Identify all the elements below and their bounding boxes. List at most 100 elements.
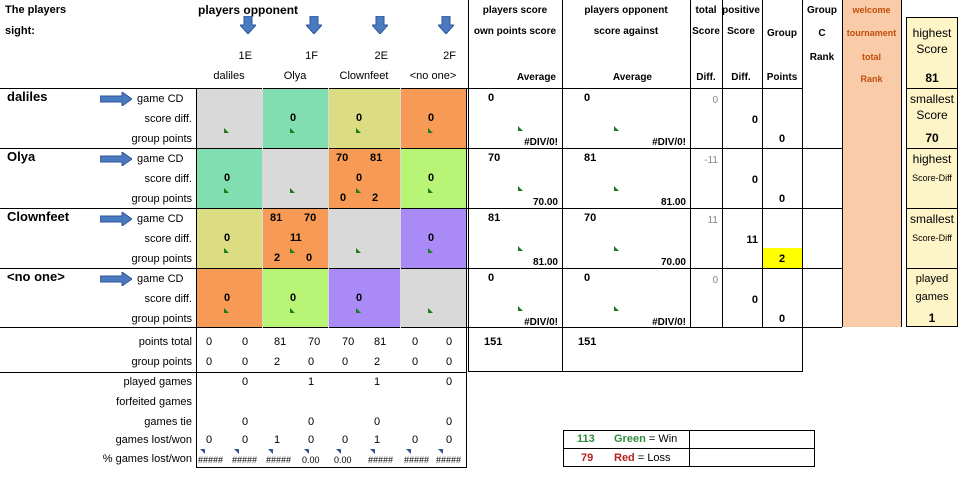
header-rank-2: Rank xyxy=(860,74,883,84)
total_diff: 11 xyxy=(707,215,718,226)
summary-games_tie: 0 xyxy=(308,416,315,428)
opp_score: 0 xyxy=(584,92,591,104)
own_avg: 81.00 xyxy=(532,257,558,268)
group_points: 0 xyxy=(778,193,786,205)
summary-points_total: 70 xyxy=(308,336,321,348)
pos_diff: 11 xyxy=(746,234,758,246)
summary-label: games lost/won xyxy=(115,434,192,446)
comment-marker-icon xyxy=(370,449,375,454)
match-cell[interactable] xyxy=(262,148,328,208)
match-cell[interactable] xyxy=(328,88,400,148)
total-opp-score: 151 xyxy=(578,336,597,348)
header-score-against: score against xyxy=(593,26,659,37)
summary-points_total: 0 xyxy=(206,336,213,348)
summary-games_lost_won: 0 xyxy=(412,434,419,446)
match-cell[interactable] xyxy=(328,268,400,328)
summary-label: games tie xyxy=(144,416,192,428)
own_score: 70 xyxy=(488,152,501,164)
row-label-score: score diff. xyxy=(144,173,193,185)
comment-marker-icon xyxy=(356,308,361,313)
match-s: 0 xyxy=(224,232,231,244)
match-cell[interactable] xyxy=(262,268,328,328)
header-tournament: tournament xyxy=(846,28,897,38)
match-cell[interactable] xyxy=(196,208,262,268)
header-players-opponent: players opponent xyxy=(198,3,299,17)
match-cell[interactable] xyxy=(262,208,328,268)
summary-label: group points xyxy=(131,356,192,368)
player-name: Clownfeet xyxy=(7,209,70,224)
stat-2-title1: smallest xyxy=(909,92,954,106)
arrow-down-icon xyxy=(240,16,256,34)
comment-marker-icon xyxy=(356,248,361,253)
header-diff-1: Diff. xyxy=(696,72,716,83)
own_avg: 70.00 xyxy=(532,197,558,208)
opp_score: 81 xyxy=(584,152,597,164)
group_points: 2 xyxy=(778,253,786,265)
summary-group_points: 0 xyxy=(412,356,419,368)
own_score: 0 xyxy=(488,92,495,104)
comment-marker-icon xyxy=(200,449,205,454)
summary-points_total: 0 xyxy=(412,336,419,348)
pos_diff: 0 xyxy=(751,174,758,186)
summary-games_lost_won: 0 xyxy=(308,434,315,446)
header-total-2: total xyxy=(862,52,881,62)
col-code-1: 1E xyxy=(238,50,252,62)
match-cell[interactable] xyxy=(328,148,400,208)
comment-marker-icon xyxy=(336,449,341,454)
comment-marker-icon xyxy=(614,186,619,191)
col-name-2: Olya xyxy=(283,70,307,82)
summary-pct: ##### xyxy=(266,455,292,465)
match-s: 0 xyxy=(356,292,363,304)
pos_diff: 0 xyxy=(751,114,758,126)
comment-marker-icon xyxy=(428,128,433,133)
match-s: 0 xyxy=(356,112,363,124)
summary-label: forfeited games xyxy=(116,396,192,408)
row-label-group: group points xyxy=(131,253,192,265)
summary-pct: ##### xyxy=(436,455,462,465)
stat-2-value: 70 xyxy=(925,131,939,145)
header-total: total xyxy=(695,5,717,16)
comment-marker-icon xyxy=(518,186,523,191)
comment-marker-icon xyxy=(290,308,295,313)
opp_avg: 70.00 xyxy=(660,257,686,268)
summary-group_points: 0 xyxy=(242,356,249,368)
match-cell[interactable] xyxy=(196,88,262,148)
match-g1: 70 xyxy=(336,152,349,164)
stat-3-title1: highest xyxy=(912,152,952,166)
comment-marker-icon xyxy=(234,449,239,454)
match-cell[interactable] xyxy=(400,88,466,148)
summary-games_lost_won: 1 xyxy=(274,434,281,446)
stat-1-title2: Score xyxy=(916,42,948,56)
stat-5-title2: games xyxy=(915,291,949,303)
comment-marker-icon xyxy=(428,188,433,193)
match-p1: 0 xyxy=(340,192,347,204)
match-cell[interactable] xyxy=(262,88,328,148)
arrow-down-icon xyxy=(372,16,388,34)
row-label-group: group points xyxy=(131,313,192,325)
match-p2: 2 xyxy=(372,192,379,204)
comment-marker-icon xyxy=(304,449,309,454)
summary-played_games: 0 xyxy=(242,376,249,388)
comment-marker-icon xyxy=(518,246,523,251)
summary-group_points: 2 xyxy=(274,356,281,368)
total_diff: 0 xyxy=(712,95,718,106)
match-cell[interactable] xyxy=(196,148,262,208)
match-cell[interactable] xyxy=(400,208,466,268)
comment-marker-icon xyxy=(224,308,229,313)
summary-pct: ##### xyxy=(232,455,258,465)
summary-pct: ##### xyxy=(368,455,394,465)
summary-played_games: 0 xyxy=(446,376,453,388)
comment-marker-icon xyxy=(224,248,229,253)
comment-marker-icon xyxy=(614,306,619,311)
grid-divider xyxy=(400,88,401,328)
summary-group_points: 0 xyxy=(206,356,213,368)
match-cell[interactable] xyxy=(328,208,400,268)
col-code-3: 2E xyxy=(374,50,388,62)
summary-group_points: 0 xyxy=(308,356,315,368)
arrow-right-icon xyxy=(99,91,133,111)
match-cell[interactable] xyxy=(196,268,262,328)
summary-points_total: 70 xyxy=(342,336,355,348)
row-label-group: group points xyxy=(131,133,192,145)
match-cell[interactable] xyxy=(400,268,466,328)
match-cell[interactable] xyxy=(400,148,466,208)
